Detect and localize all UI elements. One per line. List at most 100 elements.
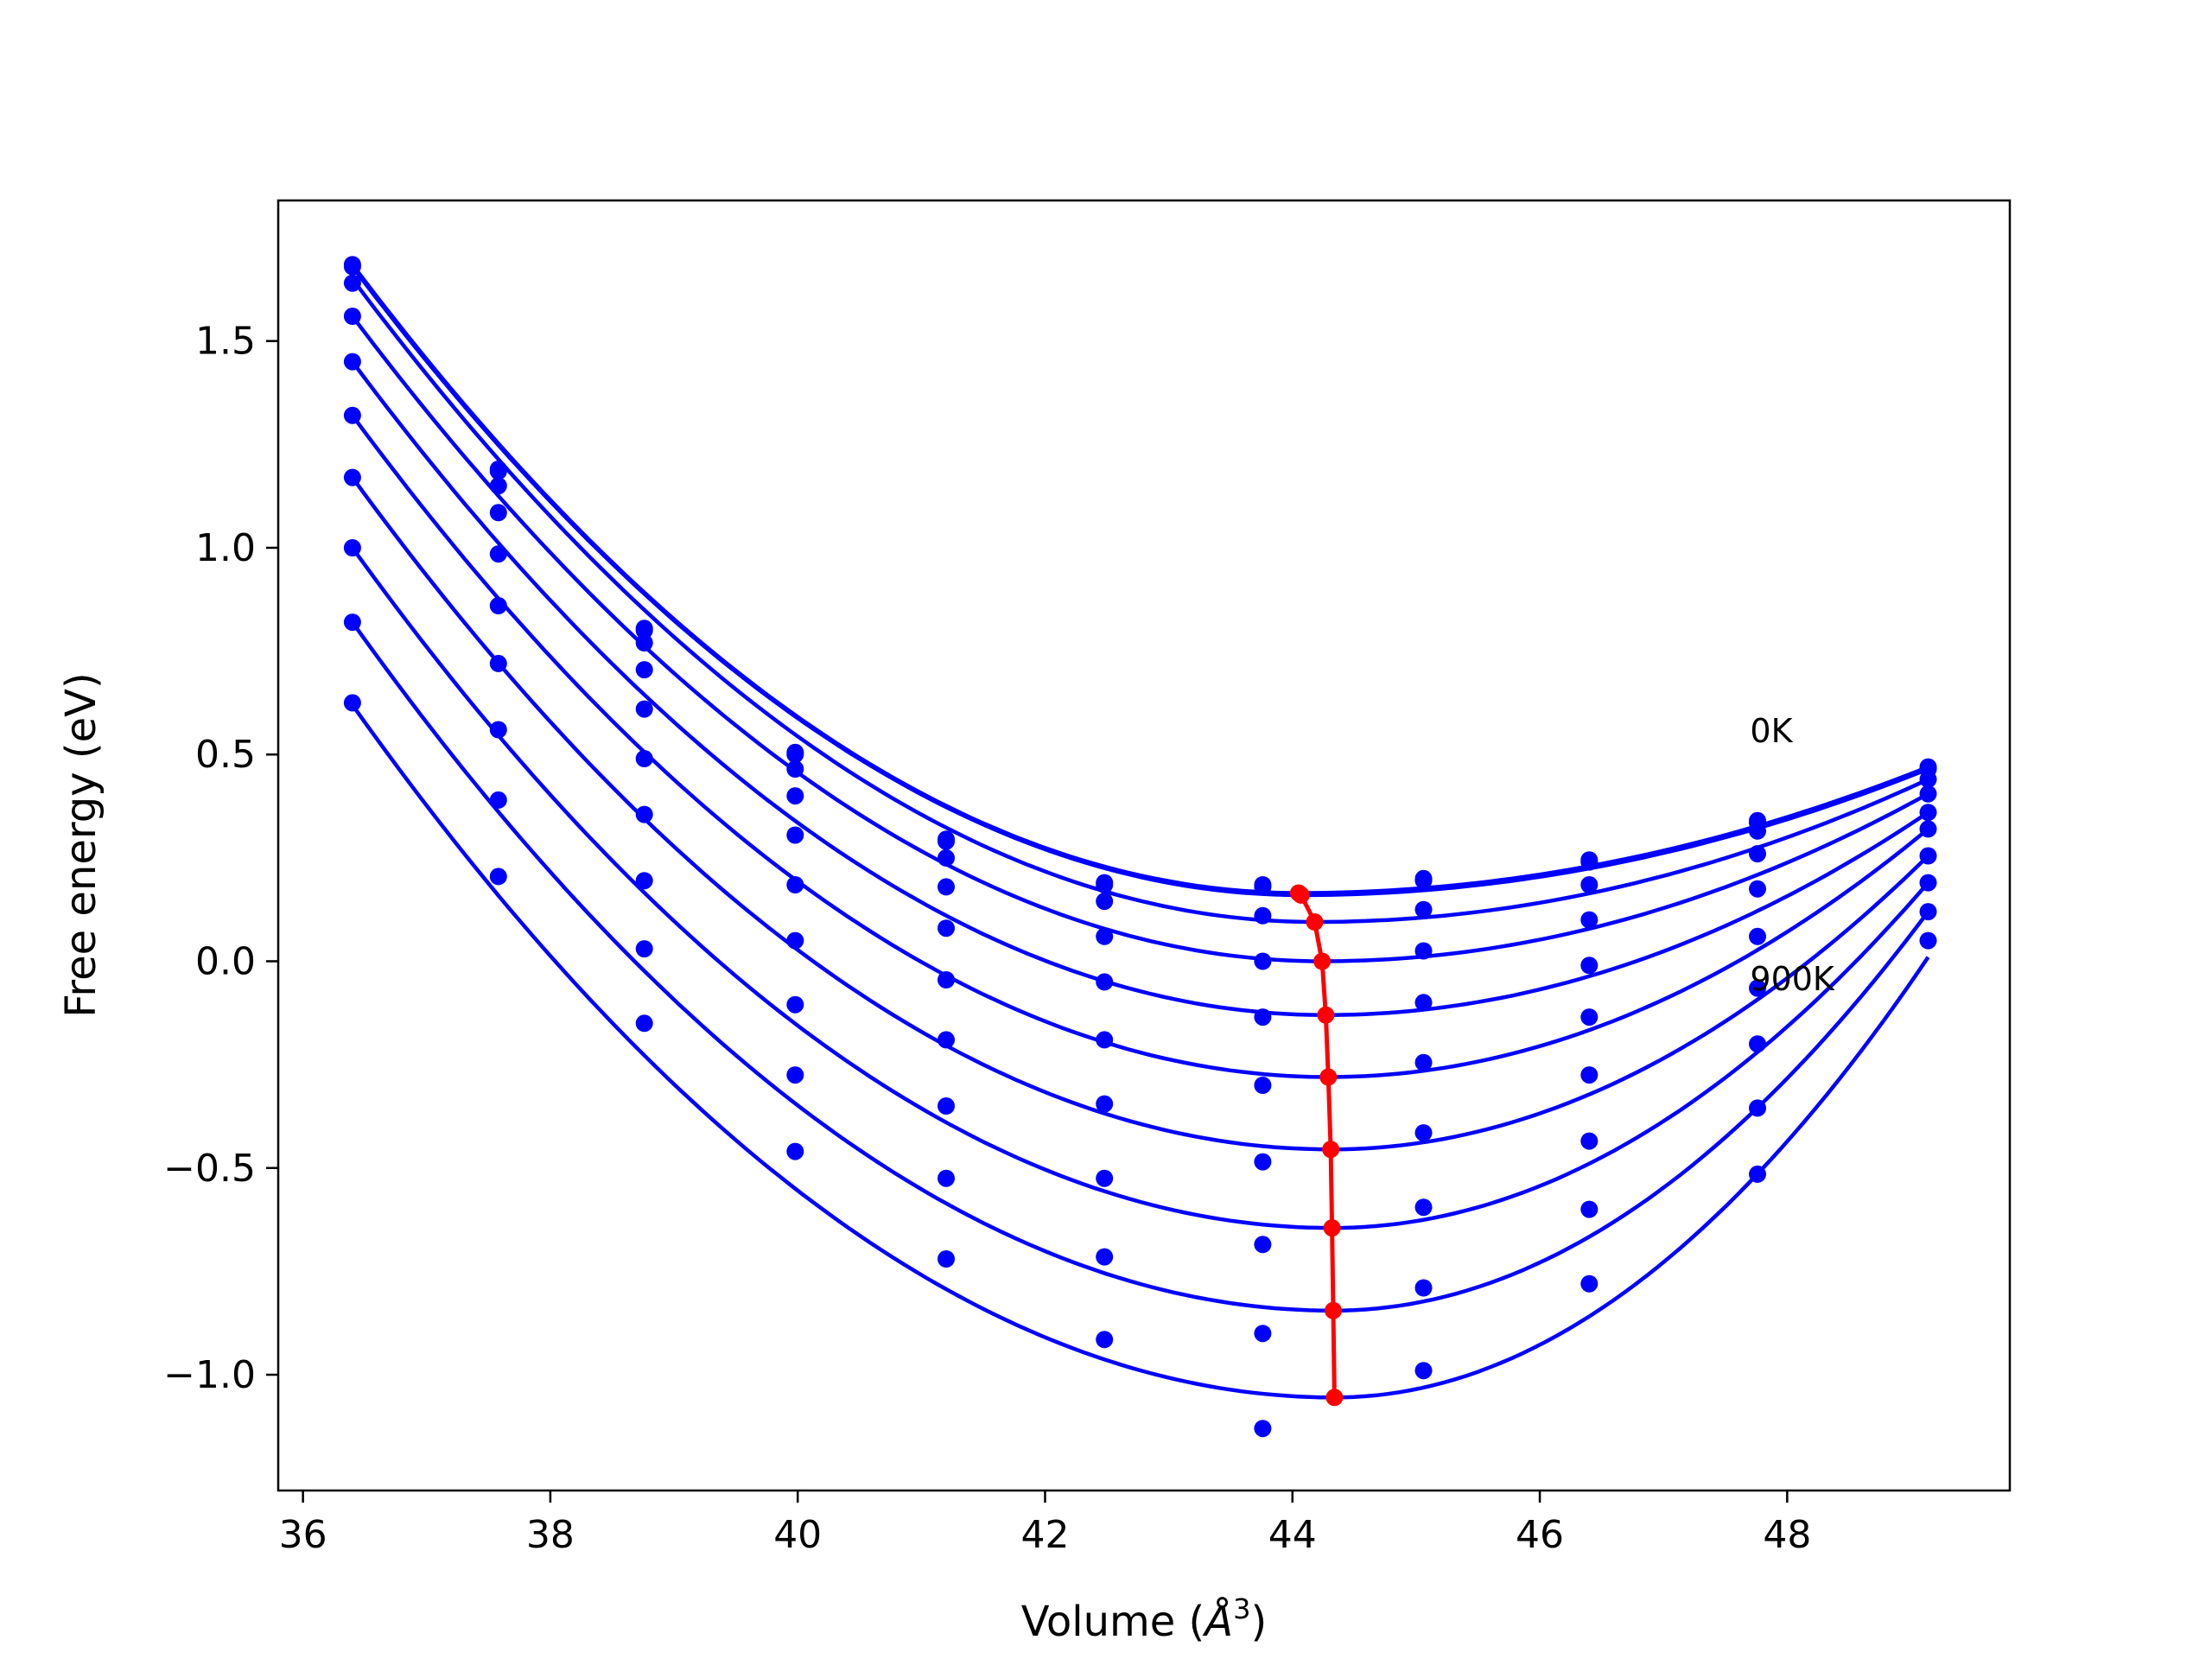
x-tick-label: 38 [526,1513,575,1557]
minimum-point-2 [1306,913,1324,931]
y-tick-label: 1.0 [195,526,256,570]
data-point-1-3 [786,746,804,764]
data-point-6-7 [1414,1124,1433,1142]
temperature-label-0: 0K [1750,712,1793,750]
plot-area [343,256,1937,1438]
data-point-1-8 [1580,853,1599,871]
data-point-8-2 [635,940,653,958]
data-point-6-3 [786,931,804,950]
data-point-5-3 [786,876,804,893]
minimum-point-4 [1317,1006,1335,1024]
x-tick-label: 44 [1268,1513,1317,1557]
fit-curve-1 [351,265,1929,898]
data-point-8-10 [1919,903,1937,921]
data-point-5-0 [343,406,361,424]
data-point-2-7 [1414,900,1433,918]
data-point-7-3 [786,995,804,1014]
data-point-5-4 [938,971,955,988]
x-tick-label: 48 [1763,1513,1811,1557]
data-point-4-0 [343,353,361,371]
data-point-4-9 [1749,880,1766,898]
data-point-9-10 [1919,931,1937,950]
data-point-8-7 [1414,1279,1433,1297]
data-point-5-2 [635,750,653,767]
data-point-7-7 [1414,1198,1433,1217]
data-point-1-0 [343,257,361,276]
data-point-8-0 [343,613,361,632]
data-point-4-10 [1919,804,1937,822]
x-tick-label: 42 [1020,1513,1069,1557]
minimum-point-8 [1325,1301,1342,1319]
fit-curve-4 [351,360,1929,1017]
y-tick-label: 1.5 [195,320,256,364]
data-point-2-3 [786,760,804,778]
data-point-7-1 [489,721,507,739]
data-point-9-6 [1254,1420,1272,1438]
data-point-9-3 [786,1142,804,1160]
data-point-6-1 [489,654,507,672]
data-point-3-0 [343,308,361,325]
data-point-1-2 [635,621,653,639]
data-point-3-6 [1254,952,1272,970]
fit-curve-6 [351,476,1930,1152]
data-point-5-7 [1414,1053,1433,1071]
data-point-9-0 [343,694,361,712]
data-point-9-7 [1414,1362,1433,1380]
data-point-7-8 [1580,1132,1599,1150]
x-axis-ticks: 36 38 40 42 44 46 48 [279,1491,1811,1557]
data-point-4-7 [1414,994,1433,1012]
y-axis-ticks: −1.0 −0.5 0.0 0.5 1.0 1.5 [163,320,278,1397]
data-point-9-4 [938,1250,955,1268]
x-axis-label: Volume (Å3) [1021,1592,1267,1646]
minimum-point-6 [1322,1141,1340,1159]
data-point-4-5 [1096,973,1114,991]
data-point-1-4 [938,832,955,850]
data-point-8-5 [1096,1248,1114,1266]
data-point-3-3 [786,787,804,805]
data-point-8-8 [1580,1200,1599,1218]
data-point-7-4 [938,1097,955,1115]
data-point-2-1 [489,477,507,495]
data-point-8-3 [786,1066,804,1084]
y-axis-label: Free energy (eV) [57,672,105,1017]
minimum-point-9 [1325,1389,1344,1407]
data-point-5-5 [1096,1031,1114,1049]
y-tick-label: −1.0 [163,1353,256,1397]
data-point-5-1 [489,597,507,614]
data-point-7-5 [1096,1169,1114,1187]
data-point-5-10 [1919,820,1937,838]
data-point-6-8 [1580,1066,1599,1084]
data-point-6-4 [938,1031,955,1049]
data-point-7-6 [1254,1236,1272,1254]
data-point-3-7 [1414,942,1433,960]
data-point-3-9 [1749,845,1766,863]
data-point-4-3 [786,826,804,844]
data-point-4-1 [489,545,507,563]
x-tick-label: 46 [1516,1513,1564,1557]
minimum-point-1 [1292,886,1310,904]
axes-frame [276,199,2012,1492]
data-point-4-6 [1254,1008,1272,1027]
y-tick-label: 0.5 [195,733,256,777]
data-point-2-6 [1254,906,1272,925]
data-point-7-10 [1919,874,1937,892]
data-point-2-0 [343,274,361,292]
data-point-7-0 [343,539,361,556]
data-point-4-8 [1580,957,1599,975]
minimum-point-5 [1319,1068,1338,1086]
data-point-2-4 [938,849,955,867]
minimum-energy-line [1297,891,1337,1398]
data-point-2-8 [1580,876,1599,893]
data-point-6-5 [1096,1095,1114,1113]
data-point-9-2 [635,1014,653,1033]
data-point-8-4 [938,1169,955,1187]
data-point-7-2 [635,872,653,890]
data-point-3-5 [1096,927,1114,945]
data-point-5-8 [1580,1008,1599,1027]
fit-curve-8 [351,620,1930,1313]
data-point-3-10 [1919,785,1937,803]
data-point-3-8 [1580,911,1599,929]
data-point-5-9 [1749,927,1766,945]
